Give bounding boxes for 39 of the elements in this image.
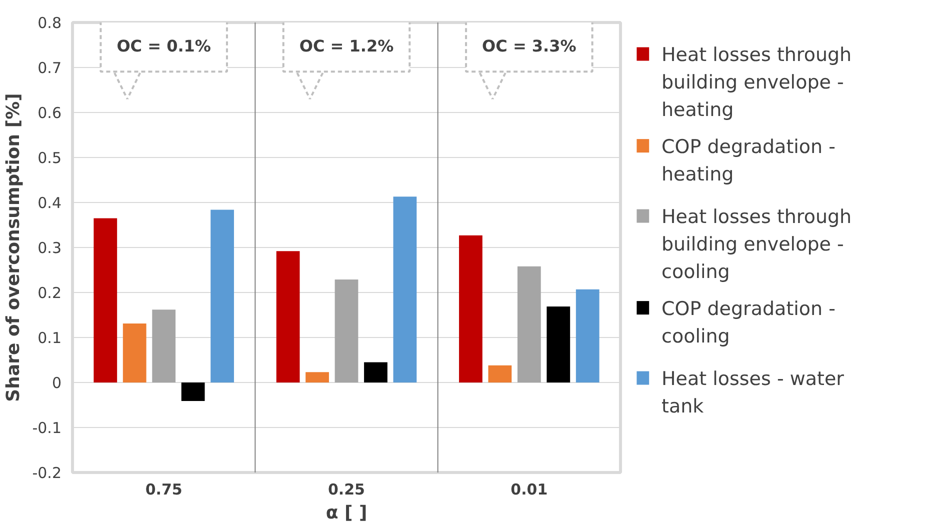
bar: [276, 251, 300, 382]
y-tick-label: -0.2: [32, 464, 62, 482]
y-tick-label: 0.8: [38, 14, 62, 32]
y-tick-label: 0.1: [38, 329, 62, 347]
y-tick-label: 0.3: [38, 239, 62, 257]
bar: [210, 210, 234, 382]
legend-label: Heat losses through building envelope - heating: [662, 44, 852, 122]
annotation: OC = 0.1%: [116, 36, 211, 56]
y-tick-label: 0: [52, 374, 62, 392]
bar: [488, 365, 512, 382]
bar: [576, 289, 600, 382]
y-tick-label: 0.7: [38, 59, 62, 77]
annotation: OC = 3.3%: [482, 36, 576, 56]
y-tick-label: 0.2: [38, 284, 62, 302]
bar: [546, 306, 570, 382]
x-axis-title: α [ ]: [326, 502, 368, 524]
bar: [393, 196, 417, 382]
y-tick-label: 0.6: [38, 104, 62, 122]
y-tick-label: 0.5: [38, 149, 62, 167]
legend-label: COP degradation - heating: [662, 136, 836, 186]
bar: [122, 324, 146, 382]
bar: [152, 310, 176, 382]
annotation: OC = 1.2%: [299, 36, 394, 56]
bar: [517, 266, 541, 382]
legend-label: Heat losses - water tank: [662, 368, 844, 418]
x-tick-label: 0.75: [145, 480, 182, 498]
bar: [364, 362, 388, 382]
bar: [94, 218, 118, 382]
y-tick-label: -0.1: [32, 419, 62, 437]
y-axis-title: Share of overconsumption [%]: [3, 93, 24, 402]
x-tick-label: 0.01: [510, 480, 548, 498]
x-tick-label: 0.25: [328, 480, 366, 498]
bar: [181, 382, 205, 401]
bar: [334, 279, 358, 382]
bar: [306, 372, 329, 382]
legend-label: Heat losses through building envelope - cooling: [662, 206, 852, 284]
y-tick-label: 0.4: [38, 194, 62, 212]
legend-label: COP degradation - cooling: [662, 298, 836, 348]
bar: [459, 235, 482, 382]
